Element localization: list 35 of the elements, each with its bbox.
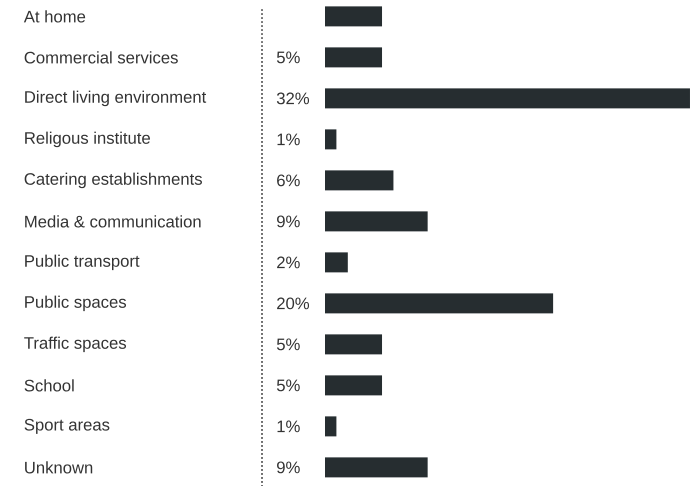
data-label: 9% — [277, 462, 300, 474]
y-tick-label: Media & communication — [25, 215, 201, 228]
bar — [325, 129, 336, 150]
bar — [325, 47, 382, 68]
bar — [325, 170, 394, 190]
bar — [325, 375, 382, 396]
y-tick-label: Catering establishments — [24, 172, 202, 188]
y-tick-label: Public spaces — [25, 296, 126, 312]
bar — [325, 457, 428, 478]
bar — [325, 88, 690, 108]
data-label: 9% — [277, 216, 300, 228]
bar — [325, 211, 428, 232]
y-tick-label: School — [24, 379, 74, 392]
data-label: 1% — [278, 420, 300, 432]
data-label: 2% — [277, 256, 300, 268]
y-tick-label: At home — [24, 10, 86, 23]
data-label: 32% — [276, 92, 310, 104]
data-label: 5% — [276, 52, 300, 64]
bar — [325, 293, 554, 314]
data-label: 5% — [276, 338, 300, 350]
y-tick-label: Public transport — [25, 254, 140, 270]
y-tick-label: Religous institute — [25, 132, 150, 148]
data-label: 1% — [278, 134, 300, 146]
data-label: 5% — [276, 380, 300, 392]
data-label: 20% — [277, 298, 310, 310]
bar — [325, 6, 382, 26]
y-tick-label: Unknown — [25, 461, 92, 474]
bar — [325, 252, 348, 272]
bar — [325, 416, 336, 436]
y-tick-label: Traffic spaces — [24, 336, 126, 352]
bar — [325, 334, 382, 354]
data-label: 6% — [277, 174, 300, 186]
y-tick-label: Direct living environment — [25, 90, 206, 106]
y-tick-label: Commercial services — [24, 51, 178, 64]
y-tick-label: Sport areas — [24, 418, 110, 434]
